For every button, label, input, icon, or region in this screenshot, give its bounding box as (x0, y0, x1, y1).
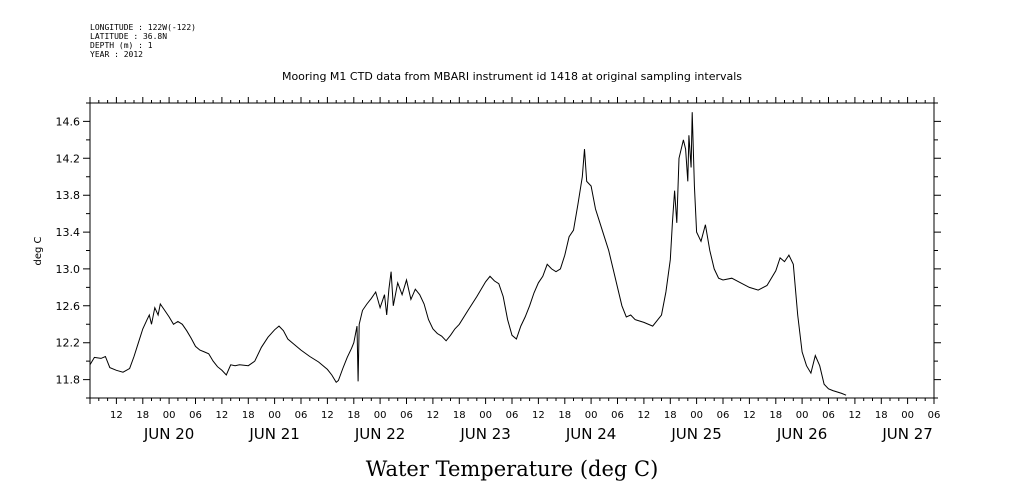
y-axis-ticks (83, 102, 941, 399)
x-axis-ticks (89, 97, 935, 404)
x-tick-label: 06 (928, 410, 941, 421)
x-tick-label: 18 (453, 410, 466, 421)
x-tick-label: 18 (347, 410, 360, 421)
meta-depth: DEPTH (m) : 1 (90, 41, 153, 50)
plot-frame (89, 102, 935, 399)
x-tick-label: 18 (136, 410, 149, 421)
x-tick-label: 06 (506, 410, 519, 421)
y-tick-label: 12.2 (56, 337, 81, 350)
x-tick-label: 12 (427, 410, 440, 421)
meta-longitude: LONGITUDE : 122W(-122) (90, 23, 196, 32)
x-tick-label: 00 (585, 410, 598, 421)
x-tick-label: 12 (849, 410, 862, 421)
station-metadata: LONGITUDE : 122W(-122) LATITUDE : 36.8N … (90, 23, 196, 59)
x-tick-label: 18 (769, 410, 782, 421)
x-axis-label: Water Temperature (deg C) (366, 457, 659, 481)
x-tick-label: 18 (664, 410, 677, 421)
y-tick-label: 13.8 (56, 189, 81, 202)
x-tick-label: 18 (875, 410, 888, 421)
x-tick-label: 00 (901, 410, 914, 421)
x-day-label: JUN 26 (776, 425, 827, 443)
x-tick-label: 00 (374, 410, 387, 421)
plot-area: 11.8 12.2 12.6 13.0 13.4 13.8 14.2 14.6 12 18 00 06… (56, 97, 941, 443)
x-day-label: JUN 25 (670, 425, 721, 443)
x-tick-label: 12 (638, 410, 651, 421)
x-tick-label: 00 (479, 410, 492, 421)
x-tick-label: 00 (268, 410, 281, 421)
meta-latitude: LATITUDE : 36.8N (90, 32, 167, 41)
x-day-label: JUN 21 (248, 425, 299, 443)
y-tick-label: 14.6 (56, 115, 81, 128)
x-tick-label: 12 (532, 410, 545, 421)
x-tick-label: 12 (743, 410, 756, 421)
x-tick-label: 06 (611, 410, 624, 421)
x-tick-label: 06 (400, 410, 413, 421)
x-tick-label: 00 (690, 410, 703, 421)
y-axis-label: deg C (33, 236, 44, 265)
x-tick-label: 12 (216, 410, 229, 421)
x-tick-label: 06 (717, 410, 730, 421)
x-tick-label: 06 (189, 410, 202, 421)
chart-title: Mooring M1 CTD data from MBARI instrumen… (282, 70, 742, 83)
x-day-label: JUN 24 (565, 425, 616, 443)
water-temperature-line (89, 112, 847, 396)
x-tick-label: 18 (558, 410, 571, 421)
x-tick-label: 06 (295, 410, 308, 421)
meta-year: YEAR : 2012 (90, 50, 143, 59)
x-day-label: JUN 27 (881, 425, 932, 443)
y-tick-label: 12.6 (56, 300, 81, 313)
x-day-label: JUN 22 (354, 425, 405, 443)
x-tick-label: 06 (822, 410, 835, 421)
x-day-label: JUN 23 (459, 425, 510, 443)
x-tick-label: 00 (796, 410, 809, 421)
x-tick-label: 12 (321, 410, 334, 421)
x-tick-label: 00 (163, 410, 176, 421)
y-tick-label: 11.8 (56, 374, 81, 387)
y-tick-label: 13.0 (56, 263, 81, 276)
x-day-label: JUN 20 (143, 425, 194, 443)
y-tick-label: 14.2 (56, 152, 81, 165)
x-tick-label: 18 (242, 410, 255, 421)
x-tick-label: 12 (110, 410, 123, 421)
y-tick-label: 13.4 (56, 226, 81, 239)
